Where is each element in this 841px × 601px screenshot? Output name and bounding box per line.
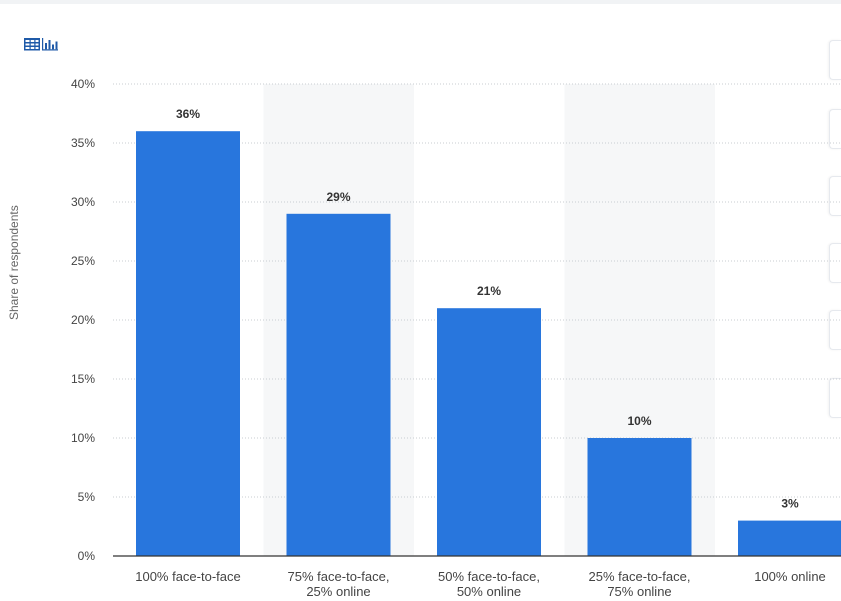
side-tab-download[interactable] (829, 176, 841, 216)
x-category-label: 100% online (754, 569, 826, 584)
bar (136, 131, 240, 556)
y-tick-label: 10% (71, 431, 95, 445)
bar (437, 308, 541, 556)
x-category-label: 75% face-to-face, 25% online (288, 569, 390, 599)
x-category-label-line: 25% online (306, 584, 370, 599)
x-category-label-line: 50% online (457, 584, 521, 599)
bar-value-label: 29% (326, 190, 350, 204)
bar (738, 520, 841, 556)
y-tick-label: 35% (71, 136, 95, 150)
y-tick-label: 5% (78, 490, 96, 504)
x-category-label-line: 100% online (754, 569, 826, 584)
y-tick-label: 15% (71, 372, 95, 386)
y-tick-label: 40% (71, 77, 95, 91)
x-category-label: 25% face-to-face, 75% online (589, 569, 691, 599)
side-tab-share[interactable] (829, 310, 841, 350)
x-category-label-line: 75% face-to-face, (288, 569, 390, 584)
top-divider-strip (0, 0, 841, 4)
x-category-label-line: 75% online (607, 584, 671, 599)
y-tick-label: 30% (71, 195, 95, 209)
x-category-label-line: 100% face-to-face (135, 569, 241, 584)
y-tick-label: 25% (71, 254, 95, 268)
side-tab-notifications[interactable] (829, 40, 841, 80)
bar-value-label: 3% (781, 497, 799, 511)
x-category-label-line: 25% face-to-face, (589, 569, 691, 584)
bar (286, 213, 391, 557)
bar-value-label: 36% (176, 107, 200, 121)
y-tick-label: 0% (78, 549, 96, 563)
x-category-label-line: 50% face-to-face, (438, 569, 540, 584)
bar (587, 438, 692, 556)
side-tab-print[interactable] (829, 378, 841, 418)
y-tick-label: 20% (71, 313, 95, 327)
bar-value-label: 10% (627, 414, 651, 428)
y-axis-title: Share of respondents (7, 205, 21, 320)
side-tab-favorite[interactable] (829, 109, 841, 149)
x-category-label: 100% face-to-face (135, 569, 241, 584)
x-category-label: 50% face-to-face, 50% online (438, 569, 540, 599)
table-chart-toggle-icon[interactable] (24, 37, 60, 51)
bar-value-label: 21% (477, 284, 501, 298)
side-tab-settings[interactable] (829, 243, 841, 283)
